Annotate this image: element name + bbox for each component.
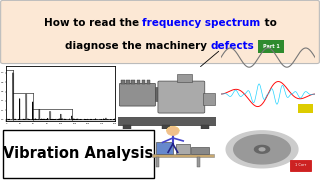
- Bar: [156, 157, 159, 167]
- Text: 1 Corr: 1 Corr: [295, 163, 306, 167]
- Bar: [3, 130, 154, 178]
- Bar: [152, 154, 214, 157]
- Text: How to read the: How to read the: [44, 17, 142, 28]
- Bar: [197, 157, 200, 167]
- Bar: [155, 87, 159, 101]
- Bar: [137, 80, 140, 84]
- Bar: [116, 117, 216, 125]
- FancyBboxPatch shape: [258, 40, 284, 53]
- Text: frequency spectrum: frequency spectrum: [142, 17, 260, 28]
- Text: diagnose the machinery: diagnose the machinery: [65, 41, 211, 51]
- Text: to: to: [260, 17, 276, 28]
- Bar: [142, 80, 145, 84]
- Circle shape: [167, 127, 179, 136]
- FancyBboxPatch shape: [119, 83, 156, 106]
- Bar: [147, 80, 150, 84]
- Text: defects: defects: [211, 41, 255, 51]
- Bar: [162, 125, 170, 129]
- Bar: [123, 125, 131, 129]
- Bar: [132, 80, 135, 84]
- Bar: [177, 74, 192, 82]
- Polygon shape: [259, 148, 265, 151]
- Polygon shape: [254, 145, 270, 153]
- Bar: [201, 125, 209, 129]
- Bar: [298, 104, 313, 113]
- Bar: [121, 80, 125, 84]
- Bar: [126, 80, 130, 84]
- Bar: [203, 93, 215, 105]
- Bar: [191, 147, 209, 154]
- Polygon shape: [226, 131, 298, 168]
- FancyBboxPatch shape: [158, 81, 205, 113]
- FancyBboxPatch shape: [1, 0, 319, 64]
- Polygon shape: [234, 135, 290, 164]
- Bar: [176, 144, 190, 154]
- Text: Vibration Analysis: Vibration Analysis: [3, 146, 154, 161]
- Text: Part 1: Part 1: [263, 44, 279, 49]
- Bar: [156, 142, 173, 154]
- Bar: [290, 160, 311, 171]
